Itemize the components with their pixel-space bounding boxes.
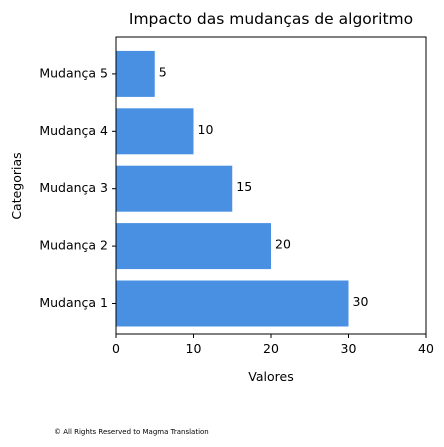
y-tick-label-4: Mudança 4 (39, 123, 108, 138)
bar-3 (116, 165, 233, 212)
x-tick-label-40: 40 (418, 341, 434, 356)
bar-1 (116, 280, 349, 327)
y-axis-label: Categorias (9, 152, 24, 219)
data-label-5: 5 (159, 64, 167, 79)
y-tick-label-3: Mudança 3 (39, 180, 108, 195)
bar-5 (116, 50, 155, 97)
copyright-notice: © All Rights Reserved to Magma Translati… (54, 428, 209, 436)
chart-title: Impacto das mudanças de algoritmo (129, 10, 413, 28)
y-axis: Mudança 1 Mudança 2 Mudança 3 Mudança 4 Muda… (39, 65, 116, 310)
y-tick-label-1: Mudança 1 (39, 295, 108, 310)
plot-area: 30 20 15 10 5 (116, 50, 369, 327)
data-label-4: 10 (198, 122, 214, 137)
data-label-3: 15 (236, 179, 252, 194)
data-label-2: 20 (275, 237, 291, 252)
bar-4 (116, 108, 194, 155)
bar-2 (116, 223, 271, 270)
x-axis: 0 10 20 30 40 (112, 334, 434, 356)
x-axis-label: Valores (248, 369, 293, 384)
y-tick-label-5: Mudança 5 (39, 65, 108, 80)
x-tick-label-10: 10 (186, 341, 202, 356)
x-tick-label-30: 30 (341, 341, 357, 356)
x-tick-label-0: 0 (112, 341, 120, 356)
x-tick-label-20: 20 (263, 341, 279, 356)
y-tick-label-2: Mudança 2 (39, 238, 108, 253)
data-label-1: 30 (353, 294, 369, 309)
